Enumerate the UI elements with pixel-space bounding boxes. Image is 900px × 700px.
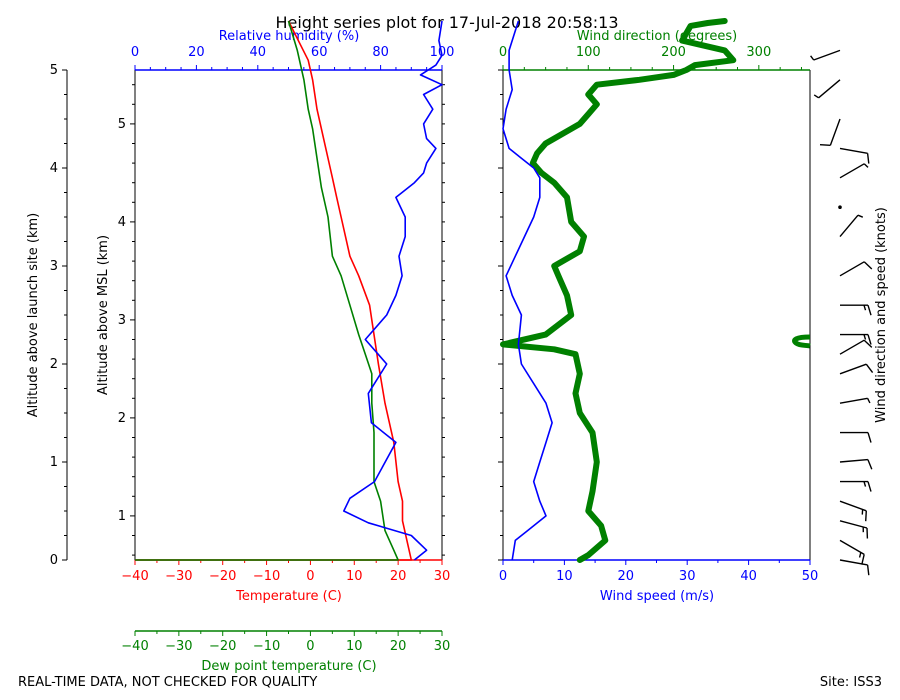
wind-barb — [839, 500, 867, 522]
inner-altitude-tick-label: 2 — [118, 411, 126, 426]
inner-altitude-tick-label: 1 — [118, 509, 126, 524]
wind-speed-tick-label: 10 — [556, 569, 573, 584]
temperature-tick-label: 30 — [434, 569, 451, 584]
humidity-tick-label: 0 — [131, 45, 139, 60]
wind-direction-tick-label: 200 — [661, 45, 686, 60]
wind-barb — [840, 304, 872, 316]
wind-barb — [840, 480, 872, 492]
wind-direction-line — [500, 18, 737, 563]
dew-point-temperature-line — [135, 20, 399, 561]
wind-barb — [819, 118, 841, 146]
inner-altitude-tick-label: 5 — [118, 117, 126, 132]
wind-barb — [839, 559, 870, 576]
wind-speed-tick-label: 20 — [618, 569, 635, 584]
temperature-tick-label: 10 — [346, 569, 363, 584]
wind-panel: 0 10 20 30 40 50 Wind speed (m/s) 0 100 200 300 Win… — [498, 18, 819, 604]
dewpoint-tick-label: 20 — [390, 639, 407, 654]
wind-direction-tick-label: 300 — [746, 45, 771, 60]
humidity-tick-label: 40 — [250, 45, 267, 60]
wind-barb-axis-label: Wind direction and speed (knots) — [874, 207, 889, 423]
dewpoint-tick-label: −20 — [209, 639, 236, 654]
wind-barb — [839, 458, 873, 470]
quality-notice: REAL-TIME DATA, NOT CHECKED FOR QUALITY — [18, 675, 317, 690]
wind-barb — [840, 431, 872, 443]
wind-barb — [839, 520, 869, 539]
temperature-tick-label: −20 — [209, 569, 236, 584]
outer-altitude-tick-label: 5 — [50, 63, 58, 78]
dewpoint-tick-label: −40 — [121, 639, 148, 654]
temperature-axis-label: Temperature (C) — [235, 589, 342, 604]
temperature-tick-label: 0 — [306, 569, 314, 584]
outer-altitude-axis-label: Altitude above launch site (km) — [26, 213, 41, 417]
wind-direction-tick-label: 100 — [576, 45, 601, 60]
temperature-tick-label: −10 — [253, 569, 280, 584]
temperature-tick-label: −30 — [165, 569, 192, 584]
humidity-axis-label: Relative humidity (%) — [219, 29, 360, 44]
chart-title: Height series plot for 17-Jul-2018 20:58… — [275, 13, 618, 32]
humidity-tick-label: 80 — [372, 45, 389, 60]
wind-barb — [813, 79, 841, 99]
wind-speed-tick-label: 50 — [802, 569, 819, 584]
wind-barb — [839, 397, 871, 404]
wind-speed-line — [502, 20, 553, 561]
wind-barb — [839, 339, 873, 355]
humidity-tick-label: 60 — [311, 45, 328, 60]
dewpoint-axis-label: Dew point temperature (C) — [201, 659, 376, 674]
dewpoint-tick-label: 10 — [346, 639, 363, 654]
dewpoint-tick-label: 30 — [434, 639, 451, 654]
wind-barb — [810, 49, 841, 61]
wind-barb — [839, 539, 865, 565]
outer-altitude-tick-label: 1 — [50, 455, 58, 470]
wind-direction-axis-label: Wind direction (degrees) — [577, 29, 737, 44]
dewpoint-tick-label: 0 — [306, 639, 314, 654]
outer-altitude-tick-label: 4 — [50, 161, 58, 176]
temperature-tick-label: 20 — [390, 569, 407, 584]
wind-barb — [838, 205, 842, 209]
outer-altitude-tick-label: 3 — [50, 259, 58, 274]
wind-speed-tick-label: 30 — [679, 569, 696, 584]
wind-barb — [839, 147, 870, 164]
wind-speed-axis-label: Wind speed (m/s) — [600, 589, 714, 604]
relative-humidity-line — [342, 20, 443, 561]
inner-altitude-tick-label: 3 — [118, 313, 126, 328]
wind-direction-wrap-segment — [792, 334, 811, 349]
outer-altitude-tick-label: 2 — [50, 357, 58, 372]
wind-barb — [840, 333, 872, 345]
inner-altitude-tick-label: 4 — [118, 215, 126, 230]
humidity-tick-label: 20 — [188, 45, 205, 60]
inner-altitude-axis-label: Altitude above MSL (km) — [96, 235, 111, 395]
thermodynamic-panel: 0 1 2 3 4 5 Altitude above launch site (km) 1 2 3… — [26, 20, 454, 674]
site-label: Site: ISS3 — [820, 675, 882, 690]
temperature-tick-label: −40 — [121, 569, 148, 584]
wind-barb — [839, 261, 873, 277]
wind-speed-tick-label: 40 — [740, 569, 757, 584]
wind-barbs: Wind direction and speed (knots) — [810, 49, 889, 576]
wind-barb — [839, 163, 869, 179]
dewpoint-tick-label: −10 — [253, 639, 280, 654]
wind-direction-tick-label: 0 — [499, 45, 507, 60]
outer-altitude-tick-label: 0 — [50, 553, 58, 568]
wind-speed-tick-label: 0 — [499, 569, 507, 584]
wind-barb — [839, 363, 874, 375]
dewpoint-tick-label: −30 — [165, 639, 192, 654]
wind-barb — [839, 214, 864, 238]
temperature-line — [135, 20, 413, 561]
